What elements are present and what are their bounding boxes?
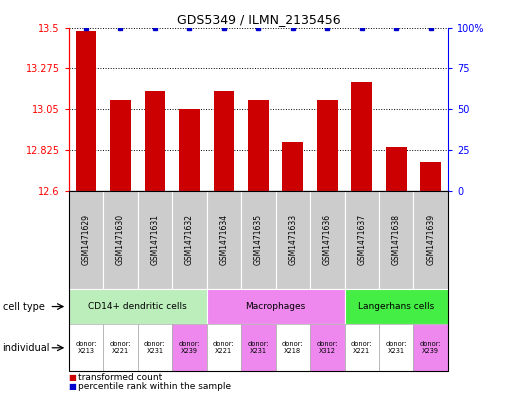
Text: transformed count: transformed count	[78, 373, 162, 382]
Text: ■: ■	[69, 373, 76, 382]
Bar	[213, 91, 234, 191]
Text: GSM1471633: GSM1471633	[288, 214, 297, 265]
Text: GSM1471638: GSM1471638	[392, 214, 401, 265]
Text: donor:
X221: donor: X221	[109, 341, 131, 354]
Text: cell type: cell type	[3, 301, 44, 312]
Text: donor:
X221: donor: X221	[213, 341, 235, 354]
Text: GSM1471634: GSM1471634	[219, 214, 229, 265]
Text: GSM1471629: GSM1471629	[81, 214, 91, 265]
Text: donor:
X239: donor: X239	[420, 341, 441, 354]
Text: individual: individual	[3, 343, 50, 353]
Bar	[110, 100, 131, 191]
Text: donor:
X231: donor: X231	[247, 341, 269, 354]
Text: donor:
X239: donor: X239	[179, 341, 200, 354]
Bar	[248, 100, 269, 191]
Text: GSM1471632: GSM1471632	[185, 214, 194, 265]
Bar	[351, 82, 372, 191]
Text: donor:
X312: donor: X312	[317, 341, 338, 354]
Bar	[76, 31, 96, 191]
Bar	[179, 109, 200, 191]
Text: GSM1471635: GSM1471635	[254, 214, 263, 265]
Bar	[145, 91, 165, 191]
Text: GSM1471630: GSM1471630	[116, 214, 125, 265]
Text: ■: ■	[69, 382, 76, 391]
Text: donor:
X218: donor: X218	[282, 341, 303, 354]
Text: donor:
X231: donor: X231	[144, 341, 166, 354]
Text: GSM1471636: GSM1471636	[323, 214, 332, 265]
Bar	[386, 147, 407, 191]
Bar	[420, 162, 441, 191]
Text: donor:
X213: donor: X213	[75, 341, 97, 354]
Bar	[282, 142, 303, 191]
Text: Langerhans cells: Langerhans cells	[358, 302, 434, 311]
Text: GSM1471639: GSM1471639	[426, 214, 435, 265]
Text: percentile rank within the sample: percentile rank within the sample	[78, 382, 231, 391]
Text: GSM1471637: GSM1471637	[357, 214, 366, 265]
Title: GDS5349 / ILMN_2135456: GDS5349 / ILMN_2135456	[177, 13, 340, 26]
Text: GSM1471631: GSM1471631	[150, 214, 159, 265]
Text: Macrophages: Macrophages	[245, 302, 306, 311]
Bar	[317, 100, 337, 191]
Text: donor:
X231: donor: X231	[385, 341, 407, 354]
Text: donor:
X221: donor: X221	[351, 341, 373, 354]
Text: CD14+ dendritic cells: CD14+ dendritic cells	[88, 302, 187, 311]
